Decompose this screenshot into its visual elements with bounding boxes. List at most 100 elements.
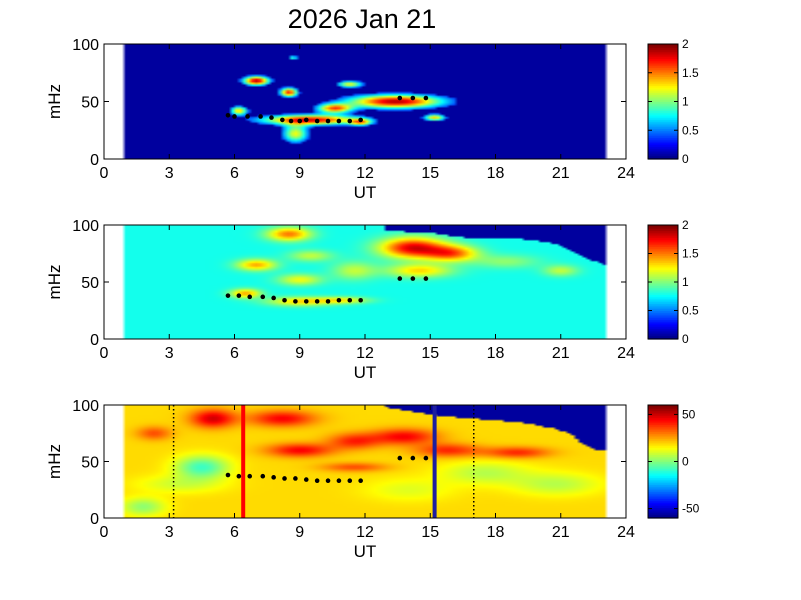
colorbar-segment (648, 405, 678, 408)
colorbar-segment (648, 121, 678, 124)
colorbar-segment (648, 431, 678, 434)
colorbar-segment (648, 132, 678, 135)
x-tick-label: 21 (552, 165, 570, 182)
heatmap-image (104, 225, 626, 339)
trace-point (297, 118, 303, 124)
colorbar-segment (648, 459, 678, 463)
colorbar-segment (648, 81, 678, 85)
colorbar-segment (648, 440, 678, 443)
heatmap-image (104, 44, 626, 159)
colorbar-segment (648, 435, 678, 438)
x-tick-label: 12 (356, 345, 374, 362)
colorbar-segment (648, 226, 678, 230)
colorbar-segment (648, 60, 678, 63)
colorbar-segment (648, 328, 678, 331)
colorbar-segment (648, 117, 678, 121)
y-axis-label: mHz (45, 84, 64, 119)
colorbar-segment (648, 475, 678, 478)
colorbar-segment (648, 232, 678, 235)
trace-point (325, 118, 331, 124)
colorbar-segment (648, 330, 678, 333)
colorbar-segment (648, 49, 678, 52)
colorbar-segment (648, 486, 678, 489)
colorbar-segment (648, 479, 678, 482)
x-tick-label: 12 (356, 524, 374, 541)
colorbar-segment (648, 301, 678, 304)
colorbar-segment (648, 419, 678, 422)
colorbar-segment (648, 151, 678, 155)
trace-point (410, 276, 416, 281)
colorbar-segment (648, 108, 678, 112)
colorbar-segment (648, 321, 678, 324)
colorbar-segment (648, 274, 678, 278)
colorbar-segment (648, 482, 678, 486)
colorbar-segment (648, 294, 678, 297)
colorbar-segment (648, 105, 678, 108)
colorbar-segment (648, 54, 678, 58)
colorbar-segment (648, 92, 678, 95)
colorbar-segment (648, 280, 678, 283)
colorbar-segment (648, 287, 678, 290)
colorbar-segment (648, 249, 678, 253)
x-tick-label: 21 (552, 524, 570, 541)
trace-point (423, 455, 429, 461)
colorbar-segment (648, 246, 678, 249)
heatmap-image (104, 405, 626, 518)
colorbar-segment (648, 230, 678, 233)
colorbar-segment (648, 493, 678, 496)
y-tick-label: 100 (72, 398, 99, 415)
x-tick-label: 9 (295, 165, 304, 182)
trace-point (280, 117, 285, 123)
trace-point (358, 117, 363, 123)
colorbar-segment (648, 115, 678, 119)
colorbar-segment (648, 119, 678, 122)
colorbar-segment (648, 445, 678, 448)
colorbar-segment (648, 65, 678, 68)
trace-point (260, 473, 266, 479)
colorbar-segment (648, 253, 678, 256)
colorbar-segment (648, 70, 678, 74)
colorbar-segment (648, 282, 678, 285)
trace-point (258, 114, 263, 119)
colorbar-tick-label: 2 (682, 218, 689, 232)
trace-point (282, 476, 287, 481)
colorbar-segment (648, 426, 678, 429)
trace-point (314, 299, 320, 304)
y-tick-label: 50 (81, 95, 99, 112)
colorbar-segment (648, 128, 678, 131)
colorbar-segment (648, 516, 678, 519)
colorbar-segment (648, 101, 678, 104)
colorbar-segment (648, 487, 678, 491)
colorbar-tick-label: 0 (682, 332, 689, 346)
colorbar-segment (648, 225, 678, 228)
colorbar-segment (648, 56, 678, 59)
colorbar-segment (648, 468, 678, 471)
colorbar-tick-label: 0 (682, 152, 689, 166)
x-tick-label: 18 (487, 524, 505, 541)
colorbar-segment (648, 133, 678, 137)
colorbar-segment (648, 155, 678, 158)
colorbar-segment (648, 489, 678, 493)
trace-point (271, 475, 276, 480)
colorbar-segment (648, 473, 678, 477)
y-axis-label: mHz (45, 265, 64, 300)
colorbar-segment (648, 410, 678, 413)
colorbar-segment (648, 88, 678, 92)
x-axis-label: UT (354, 183, 377, 202)
colorbar-segment (648, 139, 678, 142)
colorbar-segment (648, 265, 678, 269)
colorbar-segment (648, 472, 678, 475)
colorbar-segment (648, 153, 678, 157)
colorbar-segment (648, 114, 678, 117)
colorbar-segment (648, 228, 678, 231)
colorbar-segment (648, 463, 678, 466)
colorbar-segment (648, 69, 678, 72)
colorbar-segment (648, 456, 678, 459)
colorbar-segment (648, 461, 678, 464)
colorbar-segment (648, 72, 678, 76)
colorbar-tick-label: 2 (682, 37, 689, 51)
colorbar-segment (648, 442, 678, 445)
colorbar-segment (648, 406, 678, 410)
trace-point (236, 293, 242, 298)
colorbar-segment (648, 306, 678, 310)
